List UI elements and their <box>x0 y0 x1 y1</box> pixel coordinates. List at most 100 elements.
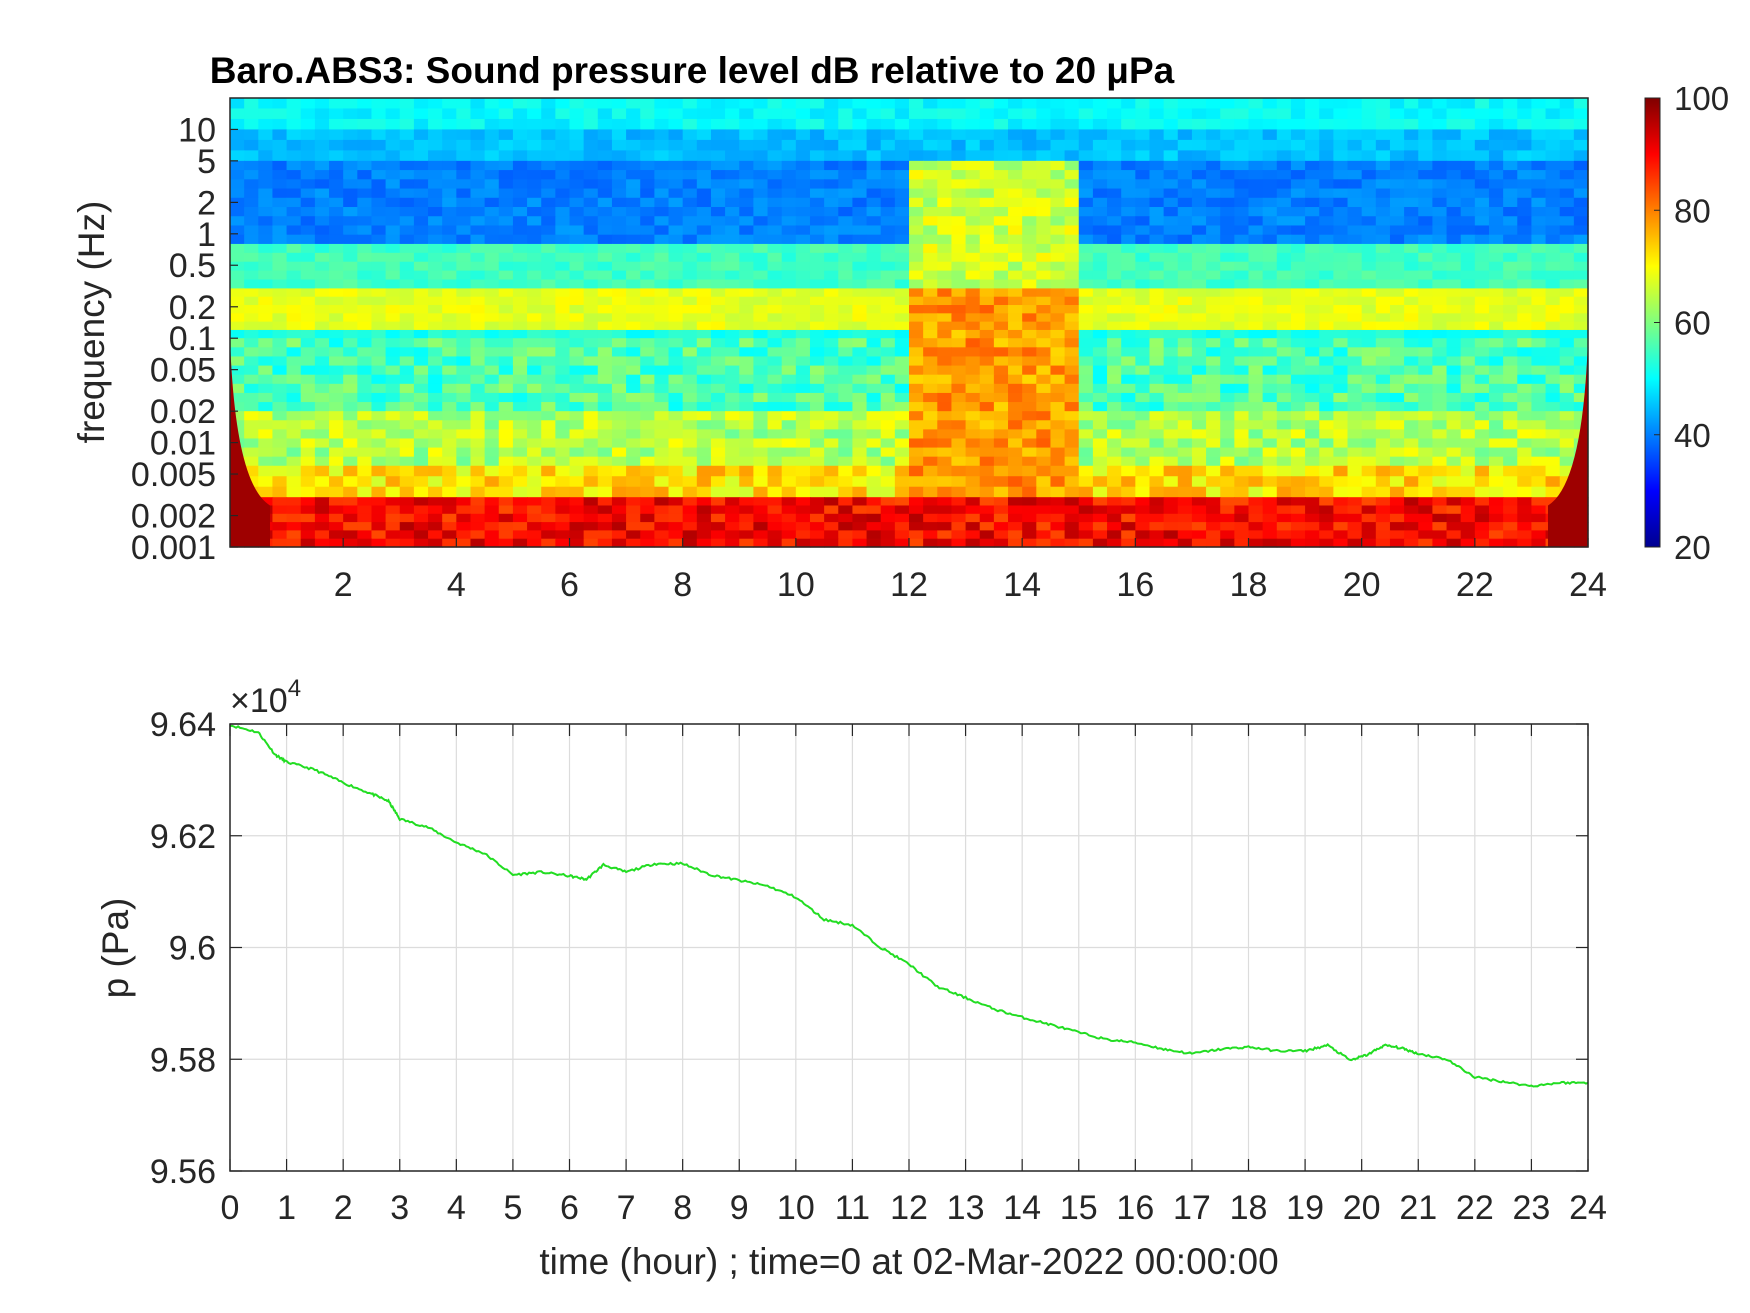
heatmap-cell <box>597 139 613 151</box>
heatmap-cell <box>512 225 528 236</box>
heatmap-cell <box>838 279 854 289</box>
heatmap-cell <box>442 530 457 540</box>
heatmap-cell <box>1078 207 1094 217</box>
heatmap-cell <box>909 118 924 131</box>
heatmap-cell <box>1474 329 1490 339</box>
heatmap-cell <box>1107 447 1122 458</box>
heatmap-cell <box>385 538 401 548</box>
heatmap-cell <box>442 98 457 110</box>
heatmap-cell <box>343 216 358 227</box>
heatmap-cell <box>1149 225 1165 236</box>
heatmap-cell <box>1361 160 1377 171</box>
heatmap-cell <box>725 513 740 523</box>
heatmap-cell <box>371 139 387 151</box>
heatmap-cell <box>1333 476 1349 488</box>
heatmap-cell <box>1036 129 1052 141</box>
heatmap-cell <box>1177 305 1193 314</box>
heatmap-cell <box>428 356 443 367</box>
heatmap-cell <box>1135 313 1151 323</box>
heatmap-cell <box>1404 420 1419 430</box>
heatmap-cell <box>1121 129 1136 141</box>
heatmap-cell <box>258 188 274 199</box>
heatmap-cell <box>937 513 953 523</box>
spectrogram-y-tick-label: 0.002 <box>131 498 216 536</box>
heatmap-cell <box>1064 160 1080 171</box>
heatmap-cell <box>866 321 882 331</box>
heatmap-cell <box>979 374 995 385</box>
heatmap-cell <box>1022 160 1037 171</box>
heatmap-cell <box>809 279 825 289</box>
heatmap-cell <box>1008 261 1023 272</box>
heatmap-cell <box>1488 420 1504 430</box>
heatmap-cell <box>1177 365 1193 376</box>
heatmap-cell <box>1206 476 1221 488</box>
heatmap-cell <box>1107 234 1122 245</box>
heatmap-cell <box>1333 497 1349 507</box>
heatmap-cell <box>1206 486 1221 498</box>
heatmap-cell <box>428 270 443 281</box>
heatmap-cell <box>795 179 811 190</box>
heatmap-cell <box>894 279 910 289</box>
heatmap-cell <box>1163 207 1179 217</box>
heatmap-cell <box>1531 321 1547 331</box>
heatmap-cell <box>555 216 571 227</box>
heatmap-cell <box>527 392 542 403</box>
heatmap-cell <box>470 522 486 531</box>
heatmap-cell <box>1262 188 1278 199</box>
heatmap-cell <box>1460 505 1476 515</box>
heatmap-cell <box>979 160 995 171</box>
heatmap-cell <box>710 530 726 540</box>
heatmap-cell <box>1078 305 1094 314</box>
spectrogram-y-tick-label: 0.001 <box>131 529 216 567</box>
heatmap-cell <box>640 313 655 323</box>
heatmap-cell <box>300 179 316 190</box>
heatmap-cell <box>1446 179 1462 190</box>
heatmap-cell <box>880 188 896 199</box>
heatmap-cell <box>1432 420 1448 430</box>
heatmap-cell <box>1347 456 1363 467</box>
heatmap-cell <box>1234 392 1250 403</box>
heatmap-cell <box>753 170 769 180</box>
heatmap-cell <box>541 438 556 449</box>
heatmap-cell <box>696 225 712 236</box>
heatmap-cell <box>1078 402 1094 412</box>
heatmap-cell <box>300 225 316 236</box>
heatmap-cell <box>399 150 415 162</box>
heatmap-cell <box>1135 234 1151 245</box>
heatmap-cell <box>696 329 712 339</box>
heatmap-cell <box>1418 313 1433 323</box>
heatmap-cell <box>555 321 571 331</box>
heatmap-cell <box>1375 313 1391 323</box>
heatmap-cell <box>1361 288 1377 298</box>
heatmap-cell <box>710 447 726 458</box>
heatmap-cell <box>1191 513 1207 523</box>
heatmap-cell <box>767 383 783 394</box>
heatmap-cell <box>1404 296 1419 306</box>
heatmap-cell <box>795 234 811 245</box>
spectrogram-x-tick-label: 10 <box>777 566 815 604</box>
heatmap-cell <box>1460 207 1476 217</box>
heatmap-cell <box>1573 347 1589 358</box>
heatmap-cell <box>1418 170 1433 180</box>
heatmap-cell <box>1022 429 1037 440</box>
heatmap-cell <box>428 465 443 477</box>
heatmap-cell <box>909 225 924 236</box>
heatmap-cell <box>1036 270 1052 281</box>
heatmap-cell <box>1008 505 1023 515</box>
heatmap-cell <box>385 505 401 515</box>
heatmap-cell <box>838 356 854 367</box>
heatmap-cell <box>1446 261 1462 272</box>
heatmap-cell <box>1078 321 1094 331</box>
heatmap-cell <box>1149 305 1165 314</box>
heatmap-cell <box>1036 160 1052 171</box>
heatmap-cell <box>894 447 910 458</box>
heatmap-cell <box>1545 170 1561 180</box>
heatmap-cell <box>1347 530 1363 540</box>
heatmap-cell <box>753 497 769 507</box>
pressure-x-tick-label: 21 <box>1399 1189 1437 1227</box>
heatmap-cell <box>1446 338 1462 348</box>
heatmap-cell <box>1163 429 1179 440</box>
heatmap-cell <box>739 197 754 208</box>
heatmap-cell <box>880 252 896 263</box>
heatmap-cell <box>838 505 854 515</box>
